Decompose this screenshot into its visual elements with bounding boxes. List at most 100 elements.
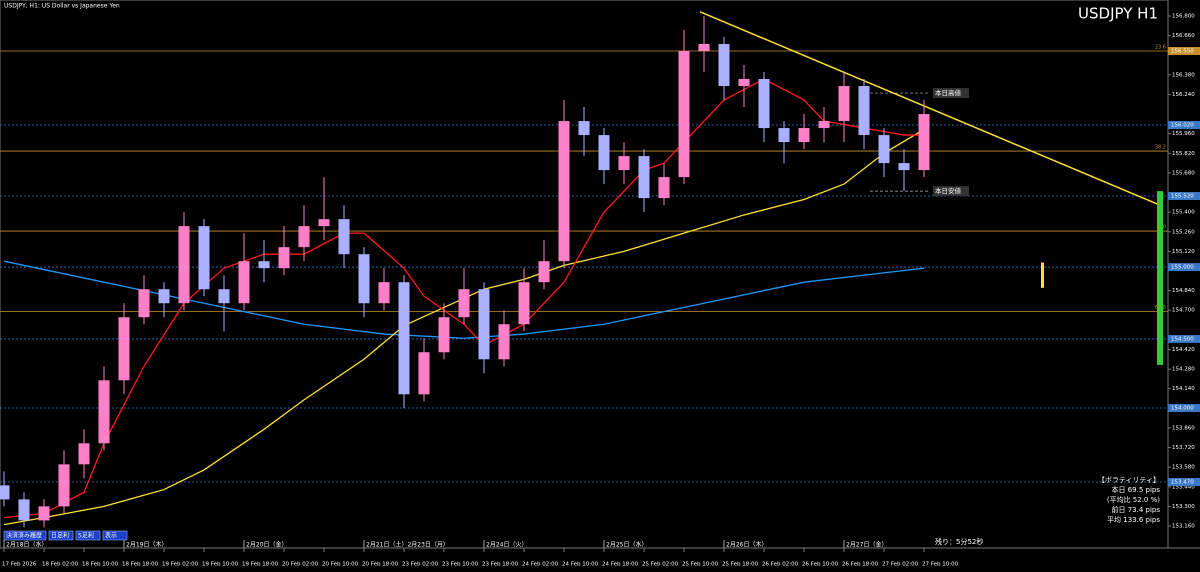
candle-body [298,226,310,248]
price-box [1168,120,1200,129]
y-tick-label: 153.440 [1172,484,1195,490]
y-tick-label: 155.260 [1172,229,1195,235]
candle-body [118,317,130,381]
button[interactable] [75,530,101,541]
candle-body [878,135,890,164]
x-tick-label: 19 Feb 10:00 [202,562,239,568]
y-tick-label: 153.160 [1172,524,1195,530]
button-label[interactable]: 決済済み履歴 [6,532,42,540]
x-tick-label: 20 Feb 18:00 [362,562,399,568]
candle-body [138,289,150,318]
x-tick-label: 25 Feb 10:00 [682,562,719,568]
y-tick-label: 153.720 [1172,445,1195,451]
candle-body [38,506,50,521]
trendline [699,11,1161,206]
button[interactable] [48,530,74,541]
volatility-line: 【ボラティリティ】 [1098,476,1160,484]
x-tick-label: 27 Feb 02:00 [882,562,919,568]
day-label: 2月27日（金） [846,541,887,549]
candle-body [338,219,350,255]
x-tick-label: 18 Feb 02:00 [42,562,79,568]
y-tick-label: 155.960 [1172,131,1195,137]
candle-body [78,443,90,465]
y-tick-label: 154.700 [1172,308,1195,314]
button-label[interactable]: 日足利 [51,532,69,540]
candle-body [558,121,570,262]
x-tick-label: 18 Feb 10:00 [82,562,119,568]
candle-body [438,317,450,353]
candle-body [638,156,650,199]
symbol-label: USDJPY H1 [1078,5,1158,23]
price-box [1168,478,1200,487]
price-box-label: 155.520 [1171,194,1194,200]
candle-body [858,86,870,136]
price-box-label: 154.000 [1171,406,1194,412]
countdown: 残り：5分52秒 [935,537,983,546]
x-tick-label: 26 Feb 10:00 [802,562,839,568]
button-label[interactable]: 5足利 [78,532,94,540]
x-tick-label: 17 Feb 2026 [2,562,37,568]
y-tick-label: 155.400 [1172,210,1195,216]
x-tick-label: 25 Feb 02:00 [642,562,679,568]
x-tick-label: 23 Feb 18:00 [482,562,519,568]
candle-body [798,128,810,143]
day-mark-label: 本日高値 [935,88,962,97]
candle-body [198,226,210,290]
candle-body [358,254,370,304]
price-box [1168,192,1200,201]
y-tick-label: 154.140 [1172,386,1195,392]
chart-title: USDJPY, H1: US Dollar vs Japanese Yen [4,3,120,10]
candle-body [758,79,770,129]
day-label: 2月18日（水） [6,541,47,549]
candle-body [598,135,610,171]
price-box [1168,263,1200,272]
candle-body [158,289,170,304]
x-tick-label: 26 Feb 02:00 [762,562,799,568]
candle-body [178,226,190,304]
x-tick-label: 18 Feb 18:00 [122,562,159,568]
button[interactable] [3,530,47,541]
volatility-line: 前日 73.4 pips [1111,505,1160,514]
candle-body [538,261,550,283]
candle-body [838,86,850,122]
plot-frame [0,0,1169,549]
candle-body [378,282,390,304]
candle-body [738,79,750,87]
y-tick-label: 155.680 [1172,170,1195,176]
fib-label: 23.6 [1155,45,1166,51]
moving-average [3,128,925,526]
candle-body [398,282,410,395]
candle-body [478,289,490,360]
x-tick-label: 27 Feb 10:00 [922,562,959,568]
day-label: 2月20日（金） [246,541,287,549]
candle-body [698,43,710,52]
candle-body [718,43,730,87]
y-tick-label: 156.660 [1172,33,1195,39]
candle-body [618,156,630,171]
price-box-label: 156.020 [1171,122,1194,128]
candle-body [98,380,110,444]
candle-body [418,352,430,395]
volatility-line: 平均 133.6 pips [1107,515,1160,524]
price-box [1168,47,1200,56]
y-tick-label: 153.860 [1172,425,1195,431]
candle-body [58,464,70,507]
x-tick-label: 26 Feb 18:00 [842,562,879,568]
candle-body [18,499,30,521]
button-label[interactable]: 表示 [105,532,117,540]
candle-body [918,114,930,171]
button[interactable] [102,530,128,541]
y-tick-label: 154.840 [1172,288,1195,294]
candle-body [218,289,230,304]
price-box-label: 155.000 [1171,265,1194,271]
y-tick-label: 156.380 [1172,72,1195,78]
y-tick-label: 154.280 [1172,367,1195,373]
day-label: 2月19日（木） [126,541,167,549]
candle-body [818,121,830,129]
y-tick-label: 153.580 [1172,465,1195,471]
fib-label: 38.2 [1155,145,1166,151]
day-label: 2月25日（水） [606,541,647,549]
x-tick-label: 19 Feb 18:00 [242,562,279,568]
day-label: 2月21日（土）2月23日（月） [366,541,449,549]
